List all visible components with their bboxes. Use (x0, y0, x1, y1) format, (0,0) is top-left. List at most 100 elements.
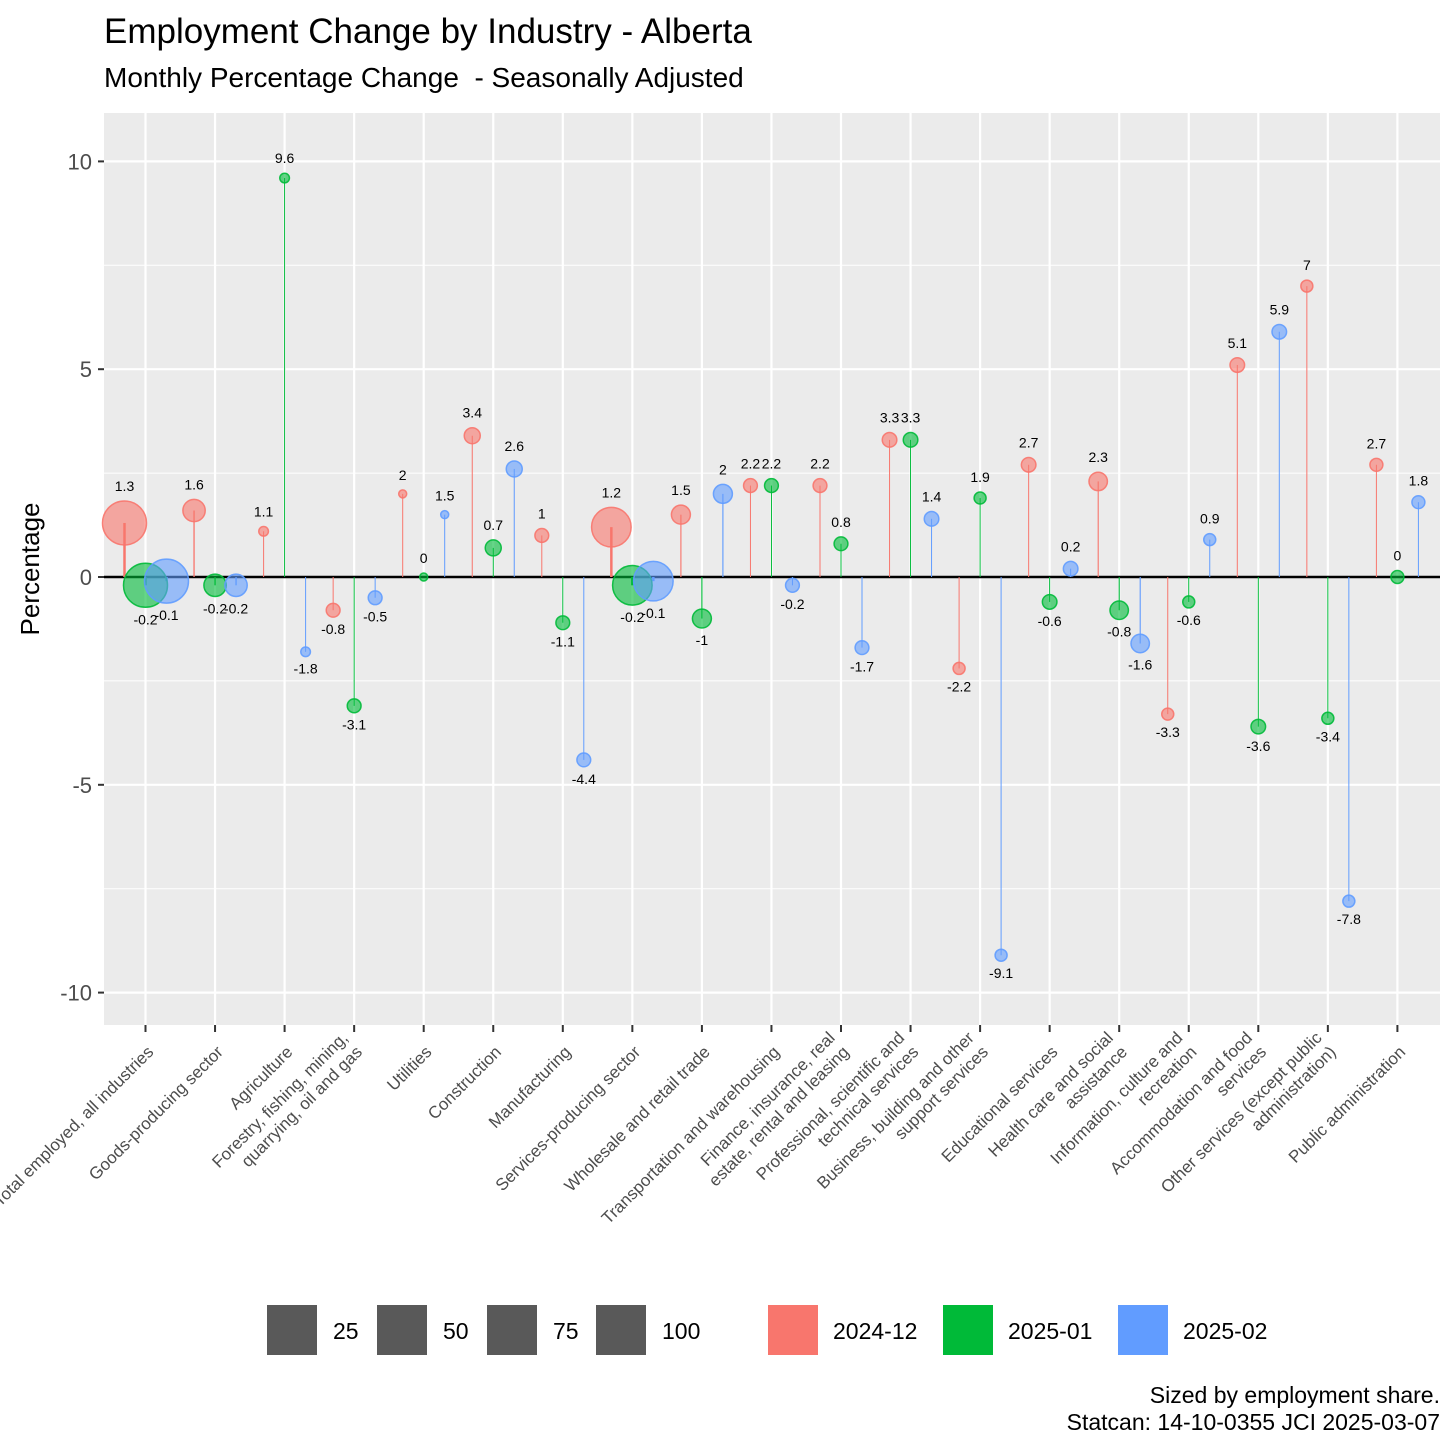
stems (123, 178, 1419, 956)
x-axis: Total employed, all industriesGoods-prod… (0, 1025, 1409, 1228)
color-legend-key (1118, 1305, 1168, 1355)
data-label: 2 (399, 467, 407, 483)
data-label: -0.2 (203, 600, 227, 616)
size-legend-label: 50 (443, 1318, 469, 1344)
data-label: -0.6 (1177, 612, 1201, 628)
data-label: -0.1 (641, 605, 665, 621)
data-label: -3.1 (342, 717, 366, 733)
data-point (224, 573, 248, 598)
data-label: 2.6 (505, 438, 525, 454)
data-label: 1.5 (435, 488, 455, 504)
data-label: 0 (1394, 548, 1402, 564)
x-tick-label: Goods-producing sector (85, 1042, 227, 1184)
data-label: 1.6 (184, 476, 204, 492)
size-legend-label: 100 (662, 1318, 700, 1344)
data-label: 9.6 (275, 150, 295, 166)
data-point (923, 510, 940, 527)
data-point (590, 506, 632, 548)
data-point (691, 608, 713, 629)
data-point (1229, 357, 1246, 374)
data-point (1182, 595, 1196, 609)
data-point (784, 577, 801, 593)
data-label: -0.2 (224, 600, 248, 616)
data-label: 7 (1303, 257, 1311, 273)
data-point (555, 615, 571, 631)
data-label: 1.2 (602, 484, 622, 500)
color-legend-label: 2024-12 (833, 1318, 917, 1344)
data-label: 3.3 (901, 410, 921, 426)
data-point (712, 483, 734, 505)
data-label: 2.7 (1367, 435, 1387, 451)
data-label: -0.2 (133, 611, 157, 627)
data-label: 1.5 (671, 482, 691, 498)
caption: Sized by employment share. Statcan: 14-1… (1067, 1382, 1440, 1436)
y-tick-label: 0 (80, 565, 92, 590)
data-point (1271, 323, 1288, 340)
data-point (994, 948, 1008, 962)
y-axis-title: Percentage (15, 503, 45, 636)
data-point (576, 752, 592, 768)
data-point (1300, 279, 1314, 293)
data-point (325, 602, 341, 618)
data-label: 0.9 (1200, 511, 1220, 527)
data-label: 5.9 (1270, 302, 1290, 318)
data-label: 1 (538, 506, 546, 522)
data-point (397, 489, 408, 499)
data-label: 0.8 (831, 514, 851, 530)
y-tick-label: 10 (68, 149, 92, 174)
data-label: 3.4 (463, 405, 483, 421)
value-labels: 1.3 1.61.1-0.823.411.2 1.52.2 2.23.3-2.22.7… (115, 150, 1429, 981)
data-point (1161, 707, 1175, 721)
color-legend-key (943, 1305, 993, 1355)
data-label: 2.3 (1088, 449, 1108, 465)
size-legend-key (487, 1305, 537, 1355)
data-point (1321, 711, 1335, 726)
data-label: -3.4 (1316, 728, 1340, 744)
data-label: 0.7 (484, 517, 504, 533)
y-axis: 10 5 0 -5 -10 (60, 149, 104, 1006)
data-label: -7.8 (1337, 911, 1361, 927)
size-legend-label: 75 (553, 1318, 579, 1344)
size-legend-key (596, 1305, 646, 1355)
data-point (1369, 457, 1384, 473)
data-point (484, 539, 502, 557)
data-point (534, 527, 550, 544)
data-point (973, 491, 987, 505)
x-tick-label: Services-producing sector (492, 1042, 645, 1195)
legend: 25 50 75 100 2024-12 2025-01 2025-02 (267, 1305, 1267, 1355)
chart-subtitle: Monthly Percentage Change - Seasonally A… (104, 62, 744, 93)
x-tick-label: Utilities (383, 1042, 435, 1094)
data-point (1020, 456, 1037, 473)
data-point (763, 477, 780, 494)
data-label: 2.2 (762, 456, 782, 472)
data-point (881, 431, 898, 448)
data-label: 2 (719, 461, 727, 477)
data-label: -4.4 (572, 771, 596, 787)
data-label: -0.6 (1038, 613, 1062, 629)
data-label: 5.1 (1228, 335, 1248, 351)
data-label: -1.1 (551, 634, 575, 650)
data-point (367, 590, 383, 606)
data-point (812, 477, 828, 494)
data-label: 1.8 (1409, 473, 1429, 489)
points (101, 172, 1426, 962)
data-point (1390, 569, 1405, 585)
data-point (1088, 471, 1109, 492)
size-legend-label: 25 (333, 1318, 359, 1344)
data-point (902, 431, 919, 448)
data-label: -2.2 (947, 678, 971, 694)
data-point (300, 646, 312, 658)
data-point (742, 477, 759, 494)
data-point (258, 525, 270, 537)
data-label: -3.3 (1156, 724, 1180, 740)
data-point (1062, 560, 1079, 577)
data-label: 2.2 (810, 456, 830, 472)
data-label: -3.6 (1246, 738, 1270, 754)
data-point (632, 560, 674, 602)
data-label: 0 (420, 550, 428, 566)
data-label: 0.2 (1061, 538, 1081, 554)
color-legend-label: 2025-02 (1183, 1318, 1267, 1344)
color-legend-label: 2025-01 (1008, 1318, 1092, 1344)
data-point (101, 500, 148, 546)
